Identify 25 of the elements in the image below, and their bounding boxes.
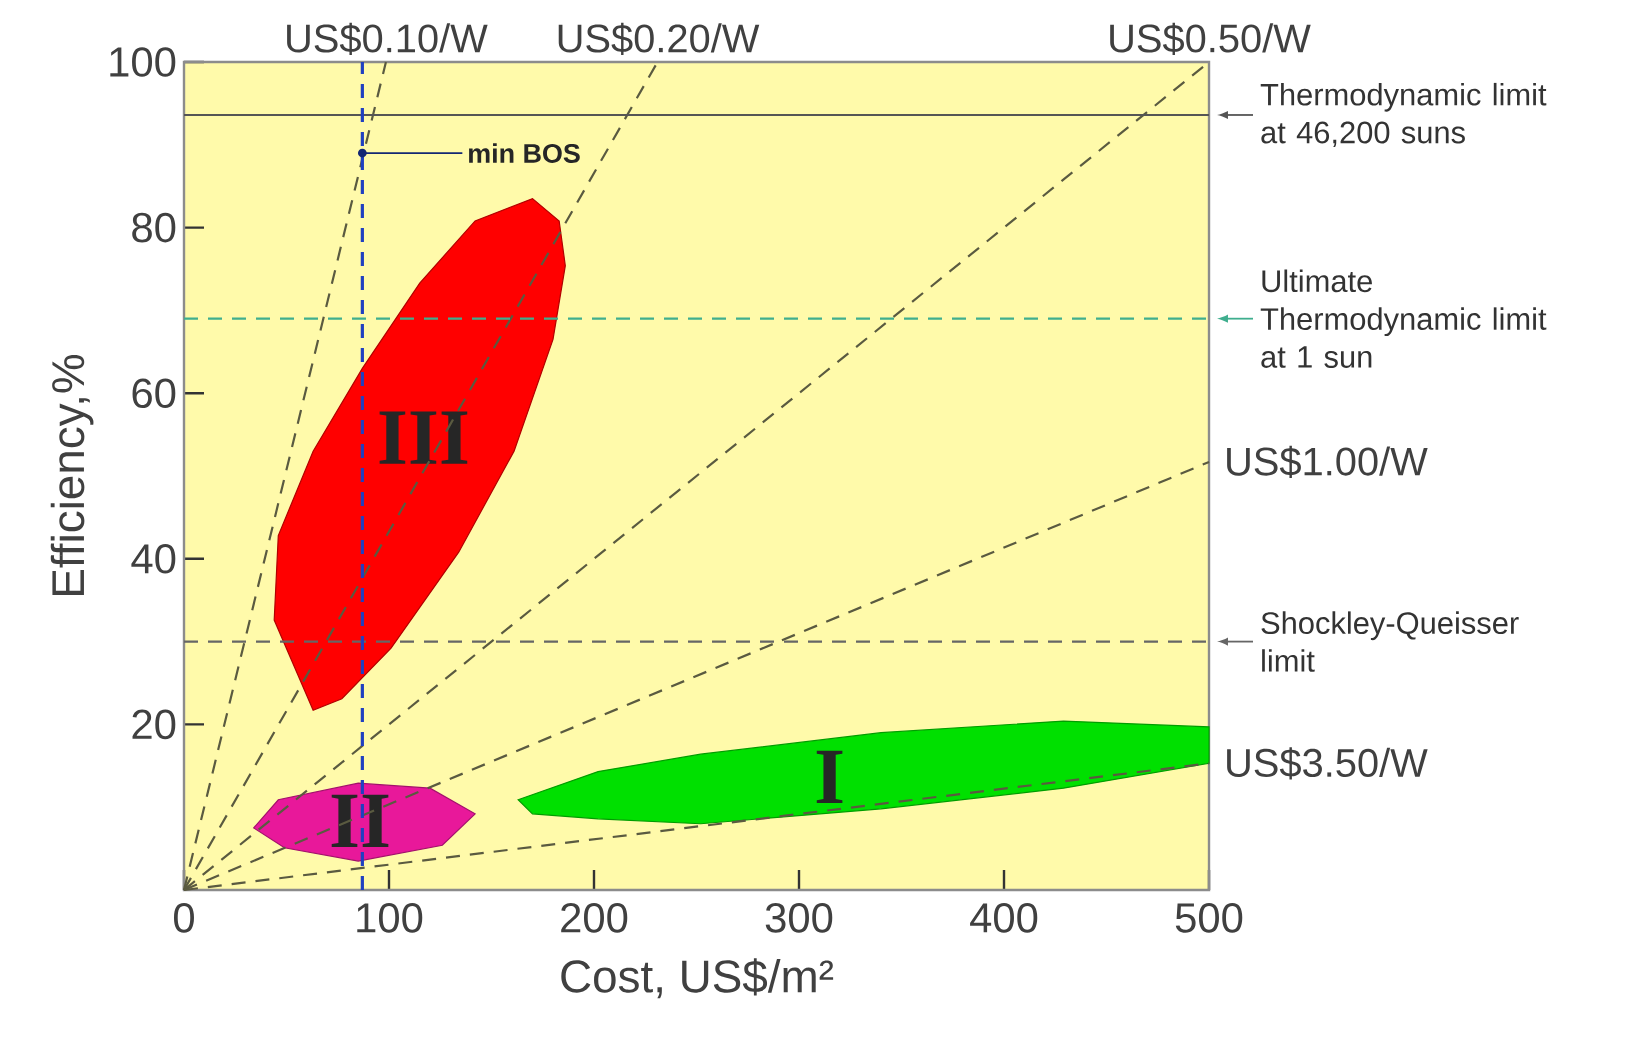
ref-line-label: Shockley-Queisser limit [1261, 611, 1519, 672]
y-tick-label: 60 [132, 378, 176, 408]
x-tick-label: 0 [173, 903, 194, 933]
y-tick-label: 40 [131, 543, 176, 574]
x-tick-label: 500 [1175, 903, 1243, 933]
x-tick-label: 400 [970, 903, 1038, 933]
series-label: III [379, 411, 468, 464]
ref-line-label: min BOS [469, 143, 580, 163]
y-tick-label: 100 [110, 47, 176, 77]
series-label: US$0.50/W [1110, 22, 1311, 55]
ref-line-label: Ultimate Thermodynamic limit at 1 sun [1260, 269, 1547, 368]
ref-line-label: Thermodynamic limit at 46,200 suns [1260, 82, 1547, 148]
y-tick-label: 80 [132, 212, 176, 243]
x-tick-label: 100 [357, 903, 423, 933]
series-label: US$3.50/W [1227, 747, 1428, 780]
x-axis-title: Cost, US$/m² [561, 958, 834, 999]
y-tick-label: 20 [132, 709, 176, 740]
series-label: II [331, 794, 389, 847]
x-tick-label: 200 [561, 903, 628, 933]
series-label: US$1.00/W [1227, 445, 1428, 479]
series-label: US$0.20/W [558, 22, 760, 55]
x-tick-label: 300 [765, 903, 833, 933]
series-label: I [816, 750, 843, 803]
series-label: US$0.10/W [287, 22, 488, 55]
y-axis-title: Efficiency,% [50, 354, 94, 595]
